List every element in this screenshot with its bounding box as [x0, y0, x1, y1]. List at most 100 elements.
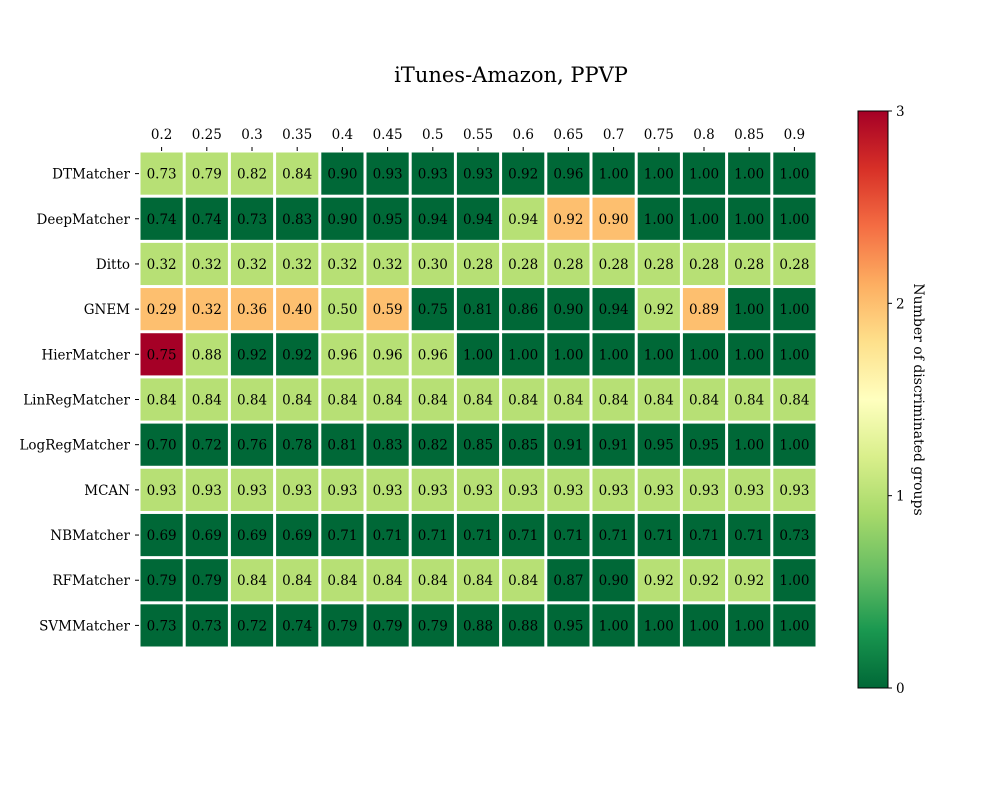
chart-title: iTunes-Amazon, PPVP: [394, 63, 628, 87]
cell-label: 0.93: [373, 167, 403, 183]
cell-label: 1.00: [734, 167, 764, 183]
heatmap-cell: [637, 242, 680, 286]
cell-label: 0.93: [147, 483, 177, 499]
heatmap-cell: [547, 333, 590, 376]
heatmap-cell: [185, 468, 228, 511]
cell-label: 0.28: [779, 257, 809, 273]
heatmap-cell: [502, 333, 545, 376]
x-tick-label: 0.35: [282, 127, 312, 143]
cell-label: 0.93: [734, 483, 764, 499]
cell-label: 0.71: [418, 528, 448, 544]
cell-label: 1.00: [599, 167, 629, 183]
cell-label: 0.28: [599, 257, 629, 273]
heatmap-cell: [411, 513, 454, 557]
colorbar: 0 1 2 3 Number of discriminated groups: [857, 104, 926, 697]
cell-label: 0.83: [282, 212, 312, 228]
cell-label: 1.00: [734, 618, 764, 634]
heatmap-cell: [185, 513, 228, 557]
cell-label: 0.69: [282, 528, 312, 544]
heatmap-cell: [321, 378, 364, 421]
cell-label: 0.71: [463, 528, 493, 544]
cell-label: 0.84: [282, 393, 312, 409]
heatmap-cell: [321, 513, 364, 557]
cell-label: 0.28: [734, 257, 764, 273]
heatmap-cell: [456, 242, 500, 286]
y-tick-label: Ditto: [96, 257, 130, 273]
heatmap-cell: [547, 423, 590, 466]
heatmap-cell: [276, 423, 319, 466]
cell-label: 0.92: [689, 573, 719, 589]
cell-label: 0.83: [373, 438, 403, 454]
cell-label: 0.72: [192, 438, 222, 454]
heatmap-cell: [682, 604, 726, 647]
cell-label: 0.71: [508, 528, 538, 544]
heatmap-cell: [682, 513, 726, 557]
cell-label: 0.32: [282, 257, 312, 273]
heatmap-cell: [185, 288, 228, 331]
cell-label: 0.93: [644, 483, 674, 499]
y-tick-label: MCAN: [84, 483, 130, 499]
cell-label: 1.00: [779, 438, 809, 454]
heatmap-cell: [366, 604, 409, 647]
heatmap-cell: [682, 423, 726, 466]
heatmap-cell: [682, 378, 726, 421]
x-tick-label: 0.8: [693, 127, 714, 143]
heatmap-cell: [728, 604, 771, 647]
heatmap-cell: [728, 423, 771, 466]
heatmap-cell: [547, 378, 590, 421]
heatmap-cell: [592, 559, 635, 602]
x-tick-label: 0.9: [784, 127, 805, 143]
cell-label: 0.32: [147, 257, 177, 273]
cell-label: 1.00: [734, 212, 764, 228]
heatmap-cell: [637, 604, 680, 647]
cell-label: 0.72: [237, 618, 267, 634]
heatmap-cell: [637, 333, 680, 376]
x-tick-label: 0.3: [241, 127, 262, 143]
heatmap-cell: [321, 333, 364, 376]
heatmap-cell: [185, 559, 228, 602]
cell-label: 0.93: [418, 167, 448, 183]
cell-label: 0.50: [327, 302, 357, 318]
cell-label: 0.79: [373, 618, 403, 634]
heatmap-cell: [230, 242, 274, 286]
heatmap-cell: [456, 378, 500, 421]
cell-label: 0.73: [147, 618, 177, 634]
cell-label: 0.84: [418, 393, 448, 409]
heatmap-cell: [230, 468, 274, 511]
cell-label: 0.82: [237, 167, 267, 183]
heatmap-cell: [140, 242, 183, 286]
cell-label: 0.84: [237, 573, 267, 589]
heatmap-cell: [140, 513, 183, 557]
heatmap-cell: [185, 604, 228, 647]
y-tick-label: DeepMatcher: [37, 212, 131, 228]
heatmap-cell: [185, 152, 228, 195]
cell-label: 0.84: [463, 393, 493, 409]
heatmap-cell: [637, 468, 680, 511]
cell-label: 0.78: [282, 438, 312, 454]
cell-label: 0.92: [508, 167, 538, 183]
heatmap-cell: [728, 378, 771, 421]
cell-label: 0.92: [644, 573, 674, 589]
heatmap-cell: [502, 559, 545, 602]
cell-label: 1.00: [508, 347, 538, 363]
cell-label: 0.36: [237, 302, 267, 318]
x-tick-label: 0.25: [192, 127, 222, 143]
cell-label: 0.85: [508, 438, 538, 454]
cell-label: 0.79: [327, 618, 357, 634]
x-tick-label: 0.2: [151, 127, 172, 143]
cell-label: 0.93: [779, 483, 809, 499]
cell-label: 0.32: [327, 257, 357, 273]
heatmap-cell: [456, 559, 500, 602]
heatmap-cell: [140, 288, 183, 331]
cell-label: 0.90: [599, 212, 629, 228]
heatmap-cell: [411, 468, 454, 511]
heatmap-cell: [411, 152, 454, 195]
y-tick-label: NBMatcher: [50, 528, 130, 544]
heatmap-cell: [456, 468, 500, 511]
cell-label: 1.00: [689, 167, 719, 183]
heatmap-cell: [637, 423, 680, 466]
heatmap-cell: [773, 288, 816, 331]
heatmap-cell: [682, 333, 726, 376]
cell-label: 0.74: [147, 212, 177, 228]
cell-label: 0.89: [689, 302, 719, 318]
